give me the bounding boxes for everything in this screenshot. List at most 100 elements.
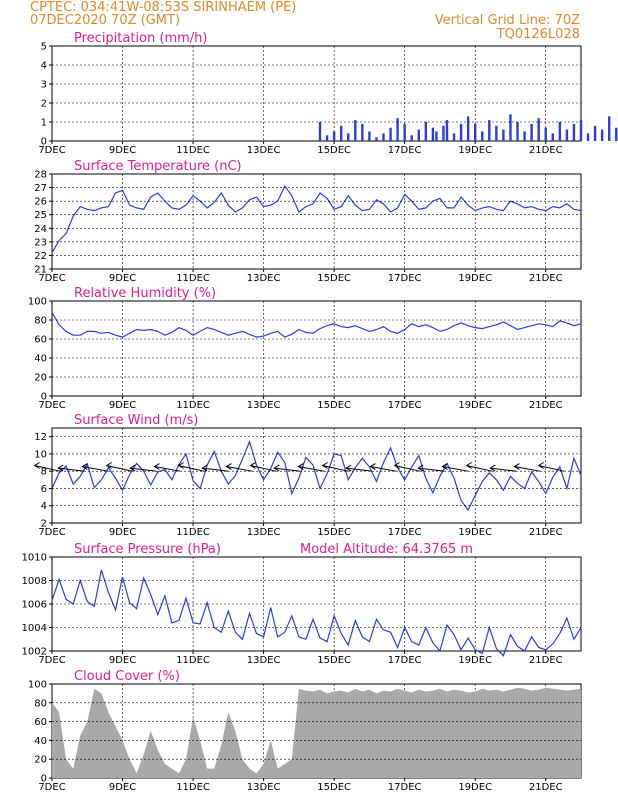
precip-bar (389, 127, 392, 141)
precip-bar (431, 127, 435, 141)
x-tick-label: 19DEC (458, 655, 492, 666)
x-tick-label: 13DEC (247, 145, 281, 156)
x-tick-label: 11DEC (176, 527, 210, 538)
y-tick-label: 1006 (22, 600, 47, 611)
header-grid-note: Vertical Grid Line: 70Z (435, 13, 580, 28)
y-tick-label: 100 (28, 680, 47, 691)
precip-bar (368, 131, 371, 141)
precip-bar (593, 125, 597, 141)
y-tick-label: 4 (41, 61, 47, 72)
wind-arrow-head (321, 462, 328, 469)
y-tick-label: 60 (34, 335, 47, 346)
y-tick-label: 2 (41, 99, 47, 110)
y-tick-label: 40 (34, 736, 47, 747)
y-tick-label: 80 (34, 698, 47, 709)
x-tick-label: 15DEC (317, 655, 351, 666)
precip-bar (347, 133, 350, 141)
x-tick-label: 11DEC (176, 782, 210, 793)
wind-panel: 7DEC 9DEC 11DEC 13DEC 15DEC 17DEC 19DEC 21DEC 2 4… (33, 413, 582, 538)
x-tick-label: 21DEC (529, 273, 563, 284)
precip-bar (417, 129, 420, 141)
precip-bar (375, 137, 378, 141)
precip-bar (565, 129, 569, 141)
pressure-series-line (51, 569, 582, 657)
wind-arrow (490, 467, 517, 472)
wind-arrow (106, 465, 133, 472)
y-tick-label: 23 (34, 237, 47, 248)
x-tick-label: 19DEC (458, 145, 492, 156)
precip-bar (495, 125, 498, 141)
wind-arrow-head (129, 464, 136, 472)
panel-title: Relative Humidity (%) (74, 286, 216, 301)
y-tick-label: 1008 (22, 576, 47, 587)
y-tick-label: 12 (34, 432, 47, 443)
cloud-cover-panel: 7DEC 9DEC 11DEC 13DEC 15DEC 17DEC 19DEC 21DEC 0 2… (28, 669, 582, 793)
precip-bar (608, 116, 611, 141)
wind-arrow-head (33, 462, 40, 469)
precip-bar (403, 123, 406, 141)
y-tick-label: 0 (41, 392, 47, 403)
wind-arrow (274, 467, 301, 472)
wind-arrow (226, 466, 253, 472)
wind-arrow (346, 467, 373, 472)
precip-bar (502, 129, 505, 141)
wind-arrow-head (393, 462, 400, 469)
panel-title: Surface Pressure (hPa) (74, 542, 221, 557)
y-tick-label: 6 (41, 484, 47, 495)
y-tick-label: 24 (34, 224, 47, 235)
wind-arrow-head (345, 464, 352, 472)
precip-bar (318, 122, 322, 141)
precip-frame (51, 45, 582, 142)
wind-arrow (394, 465, 421, 472)
x-tick-label: 7DEC (38, 655, 65, 666)
x-tick-label: 21DEC (529, 655, 563, 666)
x-tick-label: 7DEC (38, 527, 65, 538)
x-tick-label: 15DEC (317, 782, 351, 793)
rh-frame (51, 300, 582, 397)
precipitation-panel: 7DEC 9DEC 11DEC 13DEC 15DEC 17DEC 19DEC 21DEC 0 1… (38, 31, 618, 156)
x-tick-label: 17DEC (388, 655, 422, 666)
precip-bar (537, 118, 540, 141)
wind-arrow (514, 466, 541, 472)
x-tick-label: 9DEC (109, 273, 136, 284)
x-tick-label: 19DEC (458, 400, 492, 411)
y-tick-label: 27 (34, 183, 47, 194)
x-tick-label: 11DEC (176, 655, 210, 666)
x-tick-label: 13DEC (247, 782, 281, 793)
y-tick-label: 28 (34, 170, 47, 181)
wind-arrow-head (441, 463, 448, 470)
wind-arrow-head (297, 463, 304, 470)
x-tick-label: 13DEC (247, 400, 281, 411)
precip-bar (516, 122, 519, 141)
wind-arrow (322, 465, 349, 472)
y-tick-label: 5 (41, 42, 47, 53)
x-tick-label: 15DEC (317, 145, 351, 156)
wind-arrow (370, 466, 397, 472)
precip-bar (488, 120, 491, 141)
x-tick-label: 19DEC (458, 782, 492, 793)
wind-arrow-head (489, 464, 496, 472)
wind-arrow (418, 467, 445, 472)
wind-arrow-head (57, 464, 64, 472)
precip-bar (544, 127, 547, 141)
y-tick-label: 3 (41, 80, 47, 91)
precip-bar (325, 135, 329, 141)
panel-title: Cloud Cover (%) (74, 669, 180, 684)
x-tick-label: 17DEC (388, 527, 422, 538)
y-tick-label: 20 (34, 373, 47, 384)
wind-arrow (130, 467, 157, 472)
temp-frame (51, 173, 582, 270)
temperature-panel: 7DEC 9DEC 11DEC 13DEC 15DEC 17DEC 19DEC 21DEC 21… (34, 159, 582, 284)
panel-title: Surface Temperature (nC) (74, 159, 242, 174)
x-tick-label: 17DEC (388, 145, 422, 156)
precip-bar (466, 116, 470, 141)
x-tick-label: 9DEC (109, 655, 136, 666)
x-tick-label: 9DEC (109, 145, 136, 156)
precip-bar (600, 129, 604, 141)
x-tick-label: 17DEC (388, 273, 422, 284)
wind-arrow (178, 465, 205, 472)
y-tick-label: 8 (41, 467, 47, 478)
wind-arrow-head (417, 464, 424, 472)
x-tick-label: 11DEC (176, 145, 210, 156)
x-tick-label: 7DEC (38, 400, 65, 411)
